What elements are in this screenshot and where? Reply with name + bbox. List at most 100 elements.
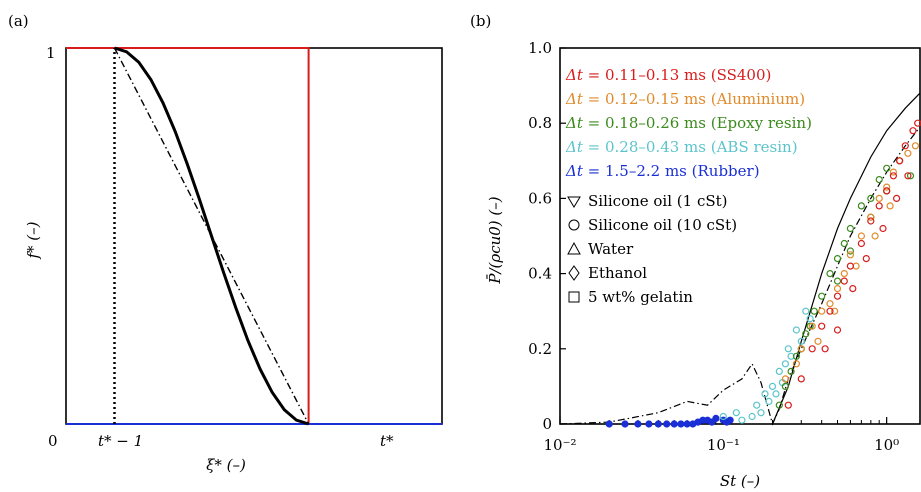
data-point <box>886 202 894 210</box>
panel-b-curve-dash-dot <box>559 126 921 426</box>
data-point <box>808 322 816 330</box>
data-point <box>781 375 790 383</box>
legend-entry: Δt = 0.18–0.26 ms (Epoxy resin) <box>565 114 812 132</box>
data-point <box>781 360 790 368</box>
data-point <box>871 232 879 240</box>
panel-b-xtick-label: 10⁰ <box>874 436 899 454</box>
panel-b-xtick-label: 10⁻¹ <box>707 436 740 454</box>
panel-a: (a) 1 0 t* − 1 t* ξ* (–) f* (–) <box>8 12 443 474</box>
data-point <box>753 401 761 409</box>
data-point <box>875 202 883 210</box>
panel-a-xtick-tstar: t* <box>380 432 394 450</box>
data-point <box>857 239 866 248</box>
data-point <box>833 255 842 263</box>
panel-b: (b) 0 0.2 0.4 0.6 0.8 1.0 10⁻² 10⁻¹ 10⁰ Δt = 0.1… <box>470 12 921 490</box>
data-point <box>846 247 855 255</box>
data-point <box>768 382 777 390</box>
data-point <box>889 168 898 176</box>
data-point <box>810 307 818 315</box>
data-point <box>904 172 912 180</box>
data-point <box>862 255 870 263</box>
data-point <box>808 345 816 353</box>
legend-marker-label: Silicone oil (1 cSt) <box>588 192 728 210</box>
data-point <box>726 416 734 424</box>
panel-b-xlabel: St (–) <box>720 472 760 490</box>
data-point <box>906 172 915 180</box>
data-point <box>683 420 691 428</box>
legend-marker-label: 5 wt% gelatin <box>588 288 693 306</box>
data-point <box>846 262 855 270</box>
panel-b-ticks: 0 0.2 0.4 0.6 0.8 1.0 10⁻² 10⁻¹ 10⁰ <box>528 39 899 454</box>
data-point <box>818 292 826 300</box>
panel-a-frame <box>65 47 443 425</box>
data-point <box>772 390 780 398</box>
data-point <box>833 292 842 300</box>
legend-marker-diamond <box>568 265 580 281</box>
data-point <box>875 176 883 184</box>
panel-b-frame <box>559 47 921 425</box>
data-point <box>879 224 887 233</box>
data-point <box>826 300 834 308</box>
data-point <box>792 326 801 334</box>
legend-entry: Δt = 0.28–0.43 ms (ABS resin) <box>565 138 798 156</box>
data-point <box>840 239 848 248</box>
data-point <box>818 307 826 315</box>
data-point <box>775 367 783 375</box>
data-point <box>797 375 805 383</box>
data-point <box>748 412 756 421</box>
data-point <box>904 149 912 157</box>
panel-b-ytick-label: 0.6 <box>528 189 552 207</box>
data-point <box>792 360 801 368</box>
data-point <box>677 420 685 428</box>
panel-b-label: (b) <box>470 12 491 30</box>
panel-b-xtick-label: 10⁻² <box>543 436 576 454</box>
data-point <box>826 270 834 278</box>
data-point <box>792 352 801 360</box>
data-point <box>821 345 829 353</box>
data-point <box>806 315 814 323</box>
panel-b-ytick-label: 0.8 <box>528 114 552 132</box>
panel-b-ytick-label: 0.4 <box>528 265 552 283</box>
data-point <box>802 307 810 315</box>
panel-b-ytick-label: 1.0 <box>528 39 552 57</box>
data-point <box>719 412 727 421</box>
data-point <box>840 270 848 278</box>
data-point <box>806 322 814 330</box>
panel-b-ylabel: P̄/(ρcu0) (–) <box>486 196 504 284</box>
data-point <box>663 420 671 428</box>
panel-a-xtick-tstar-minus-1: t* − 1 <box>98 432 143 450</box>
panel-a-xtick-0: 0 <box>48 432 58 450</box>
data-point <box>784 345 792 353</box>
data-point <box>892 194 901 202</box>
data-point <box>802 330 810 338</box>
panel-a-xlabel: ξ* (–) <box>206 456 246 474</box>
data-point <box>814 337 822 345</box>
panel-a-curve-red-solid <box>66 47 310 424</box>
data-point <box>605 420 613 428</box>
data-point <box>867 213 875 221</box>
data-point <box>654 420 662 428</box>
data-point <box>833 326 842 334</box>
data-point <box>840 277 848 285</box>
panel-a-ytick-1: 1 <box>46 44 56 62</box>
legend-marker-triangle-up <box>567 241 581 255</box>
data-point <box>797 345 805 353</box>
data-point <box>867 217 875 225</box>
legend-entry: Δt = 0.12–0.15 ms (Aluminium) <box>565 90 805 108</box>
data-point <box>645 420 653 428</box>
data-point <box>830 307 839 315</box>
legend-marker-square <box>568 291 580 303</box>
panel-b-curves <box>559 92 921 426</box>
data-point <box>634 420 642 428</box>
data-point <box>670 420 678 428</box>
data-point <box>818 322 826 330</box>
legend-marker-label: Ethanol <box>588 264 647 282</box>
legend-marker-circle <box>568 219 580 231</box>
data-point <box>732 409 740 417</box>
data-point <box>781 382 790 390</box>
data-point <box>846 251 855 259</box>
legend-marker-label: Water <box>588 240 634 258</box>
data-point <box>849 285 857 293</box>
panel-b-ytick-label: 0.2 <box>528 340 552 358</box>
data-point <box>775 401 783 409</box>
